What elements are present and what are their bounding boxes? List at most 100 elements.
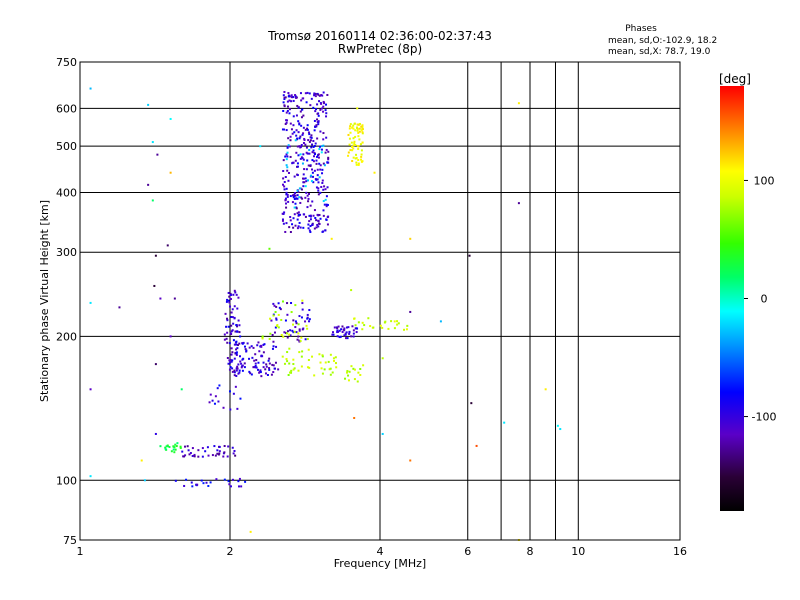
echo-point xyxy=(238,369,241,372)
echo-point xyxy=(292,323,295,326)
echo-point xyxy=(346,371,349,374)
echo-point xyxy=(320,185,323,188)
echo-point xyxy=(286,166,289,169)
echo-point xyxy=(197,455,200,458)
echo-point xyxy=(317,114,320,117)
echo-point xyxy=(231,370,234,373)
echo-point xyxy=(180,388,183,391)
echo-point xyxy=(381,357,384,360)
echo-point xyxy=(214,395,217,398)
echo-point xyxy=(381,432,384,435)
echo-point xyxy=(234,352,237,355)
echo-point xyxy=(319,361,322,364)
echo-point xyxy=(164,446,167,449)
colorbar-tick-label: 0 xyxy=(761,293,768,306)
echo-point xyxy=(240,366,243,369)
echo-point xyxy=(293,206,296,209)
echo-point xyxy=(294,95,297,98)
echo-point xyxy=(351,149,354,152)
echo-point xyxy=(360,155,363,158)
echo-point xyxy=(337,330,340,333)
echo-point xyxy=(373,171,376,174)
echo-point xyxy=(316,223,319,226)
echo-point xyxy=(273,367,276,370)
echo-point xyxy=(325,136,328,139)
echo-point xyxy=(361,124,364,127)
echo-point xyxy=(272,371,275,374)
echo-point xyxy=(251,356,254,359)
echo-point xyxy=(315,178,318,181)
echo-point xyxy=(309,136,312,139)
echo-point xyxy=(292,161,295,164)
echo-point xyxy=(292,331,295,334)
echo-point xyxy=(238,477,241,480)
echo-point xyxy=(341,325,344,328)
echo-point xyxy=(308,320,311,323)
echo-point xyxy=(283,180,286,183)
echo-point xyxy=(226,356,229,359)
echo-point xyxy=(280,333,283,336)
echo-point xyxy=(234,454,237,457)
echo-point xyxy=(357,158,360,161)
echo-point xyxy=(294,224,297,227)
x-tick-label: 2 xyxy=(227,545,234,558)
echo-point xyxy=(308,192,311,195)
echo-point xyxy=(329,367,332,370)
echo-point xyxy=(236,344,239,347)
echo-point xyxy=(296,137,299,140)
echo-point xyxy=(308,309,311,312)
echo-point xyxy=(318,145,321,148)
echo-point xyxy=(159,297,162,300)
echo-point xyxy=(282,101,285,104)
echo-point xyxy=(313,145,316,148)
echo-point xyxy=(302,126,305,129)
echo-point xyxy=(328,368,331,371)
echo-point xyxy=(285,358,288,361)
echo-point xyxy=(236,325,239,328)
echo-point xyxy=(292,217,295,220)
echo-point xyxy=(358,127,361,130)
echo-point xyxy=(154,254,157,257)
echo-point xyxy=(324,361,327,364)
echo-point xyxy=(296,227,299,230)
echo-point xyxy=(283,185,286,188)
echo-point xyxy=(257,341,260,344)
echo-point xyxy=(233,343,236,346)
echo-point xyxy=(322,132,325,135)
echo-point xyxy=(231,308,234,311)
echo-point xyxy=(147,103,150,106)
echo-point xyxy=(285,164,288,167)
echo-point xyxy=(259,371,262,374)
echo-point xyxy=(322,209,325,212)
echo-point xyxy=(301,308,304,311)
echo-point xyxy=(164,448,167,451)
echo-point xyxy=(237,480,240,483)
x-tick-label: 1 xyxy=(77,545,84,558)
echo-point xyxy=(312,149,315,152)
echo-point xyxy=(216,452,219,455)
echo-point xyxy=(336,329,339,332)
echo-point xyxy=(322,91,325,94)
echo-point xyxy=(313,94,316,97)
echo-point xyxy=(238,371,241,374)
echo-point xyxy=(393,327,396,330)
echo-point xyxy=(292,358,295,361)
echo-point xyxy=(275,325,278,328)
echo-point xyxy=(309,104,312,107)
echo-point xyxy=(353,378,356,381)
echo-point xyxy=(321,168,324,171)
echo-point xyxy=(262,351,265,354)
echo-point xyxy=(268,357,271,360)
echo-point xyxy=(379,324,382,327)
echo-point xyxy=(284,96,287,99)
echo-point xyxy=(347,326,350,329)
echo-point xyxy=(223,333,226,336)
echo-point xyxy=(233,374,236,377)
echo-point xyxy=(316,178,319,181)
echo-point xyxy=(227,445,230,448)
echo-point xyxy=(89,301,92,304)
echo-point xyxy=(351,160,354,163)
echo-point xyxy=(275,345,278,348)
echo-point xyxy=(233,369,236,372)
echo-point xyxy=(298,196,301,199)
